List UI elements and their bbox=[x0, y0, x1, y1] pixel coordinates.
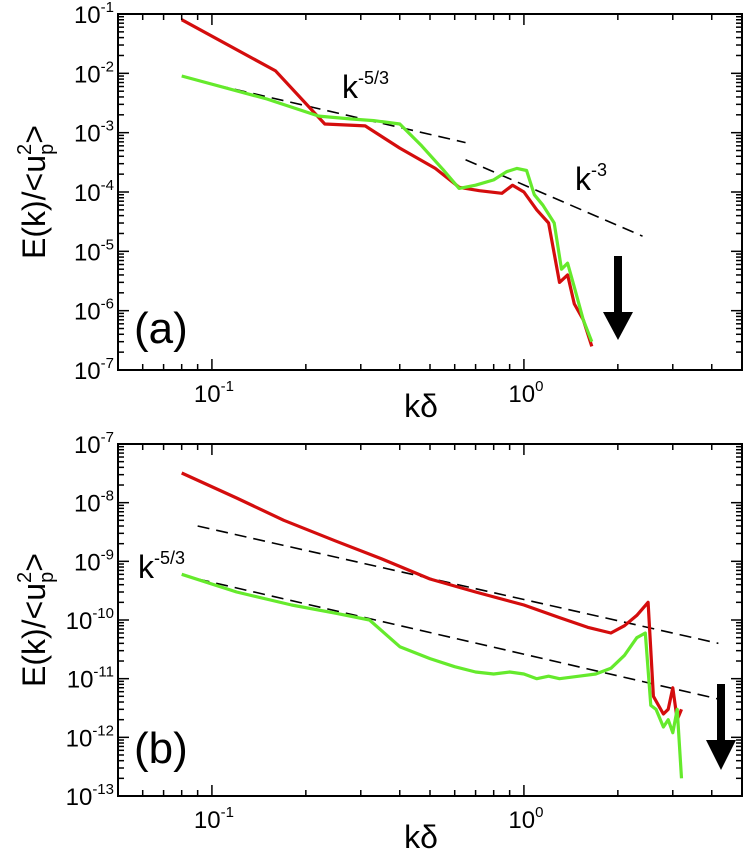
y-tick-label: 10-2 bbox=[74, 58, 114, 88]
y-tick-label: 10-8 bbox=[74, 488, 114, 518]
y-tick-label: 10-9 bbox=[74, 546, 114, 576]
panel-label-b: (b) bbox=[134, 724, 188, 773]
y-tick-label: 10-4 bbox=[74, 177, 114, 207]
y-tick-label: 10-7 bbox=[74, 429, 114, 459]
ylabel-a: E(k)/<u2p> bbox=[14, 125, 58, 259]
xlabel-b: kδ bbox=[404, 819, 438, 855]
x-tick-label: 10-1 bbox=[194, 804, 234, 834]
reflabel-a-1: k-5/3 bbox=[342, 68, 389, 105]
series-green bbox=[181, 74, 594, 343]
x-tick-label: 100 bbox=[508, 804, 543, 834]
panel-b: 10-13 10-12 10-11 10-10 10-9 10-8 10-7 10-1 100… bbox=[14, 429, 743, 855]
y-tick-label: 10-12 bbox=[66, 722, 114, 752]
series-red bbox=[181, 471, 683, 722]
y-tick-label: 10-10 bbox=[66, 605, 114, 635]
y-tick-label: 10-3 bbox=[74, 118, 114, 148]
y-tick-label: 10-11 bbox=[67, 664, 114, 694]
reference-line-1 bbox=[197, 525, 719, 645]
reference-line-2 bbox=[197, 578, 719, 700]
panel-label-a: (a) bbox=[134, 304, 188, 353]
arrow-down-icon-b bbox=[706, 684, 736, 770]
reflabel-a-2: k-3 bbox=[575, 160, 607, 197]
panel-a: 10-7 10-6 10-5 10-4 10-3 10-2 10-1 10-1 100 (a)… bbox=[14, 0, 743, 424]
y-tick-label: 10-13 bbox=[66, 781, 114, 811]
reflabel-b-1: k-5/3 bbox=[138, 548, 185, 585]
plot-frame-a bbox=[117, 13, 743, 371]
x-tick-label: 100 bbox=[508, 378, 543, 408]
arrow-down-icon-a bbox=[603, 256, 633, 340]
y-tick-label: 10-5 bbox=[74, 236, 114, 266]
series-red bbox=[180, 18, 594, 347]
ylabel-b: E(k)/<u2p> bbox=[14, 553, 58, 687]
y-tick-label: 10-1 bbox=[74, 0, 114, 29]
x-tick-label: 10-1 bbox=[194, 378, 234, 408]
y-tick-label: 10-7 bbox=[74, 355, 114, 385]
y-tick-label: 10-6 bbox=[74, 296, 114, 326]
series-green bbox=[181, 572, 684, 779]
xlabel-a: kδ bbox=[404, 388, 438, 424]
reference-line-2 bbox=[465, 158, 643, 237]
